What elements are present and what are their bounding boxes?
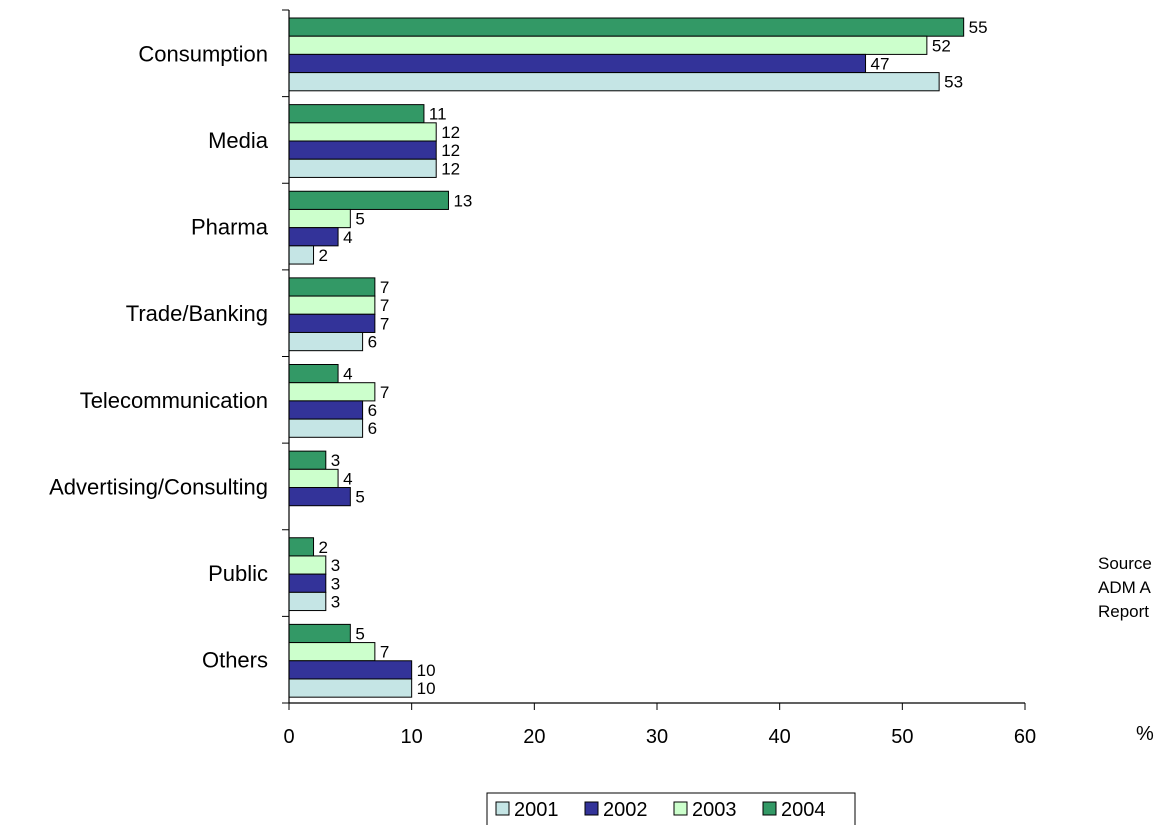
data-label: 10 <box>417 661 436 680</box>
bar-2003 <box>288 122 437 142</box>
bar-2004 <box>288 104 425 124</box>
bar-2001 <box>288 678 413 698</box>
data-label: 52 <box>932 36 951 55</box>
bar-2004 <box>288 190 449 210</box>
data-label: 4 <box>343 469 352 488</box>
data-label: 5 <box>355 624 364 643</box>
data-labels-layer: 5552475311121212135427776476634523335710… <box>319 18 988 698</box>
bar-2004 <box>288 623 351 644</box>
x-tick-label: 50 <box>891 726 913 748</box>
data-label: 12 <box>441 141 460 160</box>
legend-swatch-2001 <box>495 801 510 816</box>
bar-2003 <box>288 35 928 55</box>
category-label: Advertising/Consulting <box>49 474 268 499</box>
data-label: 3 <box>331 451 340 470</box>
data-label: 3 <box>331 556 340 575</box>
x-axis-unit-label: % <box>1136 723 1154 745</box>
category-label: Public <box>208 561 268 586</box>
legend-label: 2003 <box>692 799 737 821</box>
bar-2004 <box>288 277 376 297</box>
bar-2001 <box>288 418 364 438</box>
data-label: 47 <box>871 55 890 74</box>
bar-2003 <box>288 208 351 229</box>
data-label: 7 <box>380 278 389 297</box>
category-label: Telecommunication <box>80 388 268 413</box>
legend-box <box>486 792 856 825</box>
data-label: 12 <box>441 159 460 178</box>
data-label: 6 <box>368 333 377 352</box>
source-note-line: Source <box>1098 554 1152 573</box>
bar-2001 <box>288 72 940 92</box>
legend-label: 2001 <box>514 799 559 821</box>
data-label: 2 <box>319 538 328 557</box>
axes-layer: Consumption Media Pharma Trade/Banking Telec… <box>49 9 1036 748</box>
bar-2002 <box>288 400 364 420</box>
data-label: 7 <box>380 643 389 662</box>
data-label: 3 <box>331 574 340 593</box>
bar-2002 <box>288 313 376 333</box>
x-tick-label: 20 <box>523 726 545 748</box>
data-label: 5 <box>355 210 364 229</box>
bar-2004 <box>288 450 327 470</box>
bar-2002 <box>288 227 339 247</box>
bar-2004 <box>288 364 339 384</box>
data-label: 55 <box>969 18 988 37</box>
legend-swatch-2004 <box>762 801 777 816</box>
bar-2002 <box>288 660 413 680</box>
category-label: Others <box>202 648 268 673</box>
bar-2001 <box>288 331 364 352</box>
source-note-line: Report <box>1098 602 1150 621</box>
x-tick-label: 40 <box>769 726 791 748</box>
data-label: 13 <box>453 191 472 210</box>
legend-label: 2004 <box>781 799 826 821</box>
bar-2001 <box>288 158 437 178</box>
legend-swatch-2002 <box>584 801 599 816</box>
bar-2002 <box>288 140 437 160</box>
category-label: Media <box>208 128 269 153</box>
x-tick-label: 0 <box>283 726 294 748</box>
bar-2003 <box>288 555 327 575</box>
bar-2003 <box>288 295 376 315</box>
bar-2003 <box>288 468 339 489</box>
x-tick-label: 60 <box>1014 726 1036 748</box>
data-label: 4 <box>343 365 352 384</box>
bar-2004 <box>288 17 965 37</box>
data-label: 5 <box>355 488 364 507</box>
data-label: 2 <box>319 246 328 265</box>
category-label: Pharma <box>191 215 269 240</box>
bar-2001 <box>288 591 327 612</box>
data-label: 10 <box>417 679 436 698</box>
bar-2001 <box>288 245 315 265</box>
bar-2003 <box>288 642 376 662</box>
bars-layer <box>288 17 965 698</box>
legend: 2001 2002 2003 2004 <box>486 792 856 825</box>
data-label: 7 <box>380 296 389 315</box>
bar-2002 <box>288 53 867 74</box>
category-label: Trade/Banking <box>126 301 268 326</box>
bar-2002 <box>288 487 351 507</box>
data-label: 4 <box>343 228 352 247</box>
source-note: Source ADM A Report <box>1098 552 1152 624</box>
data-label: 53 <box>944 73 963 92</box>
x-tick-label: 10 <box>401 726 423 748</box>
bar-2002 <box>288 573 327 593</box>
legend-swatch-2003 <box>673 801 688 816</box>
x-tick-label: 30 <box>646 726 668 748</box>
data-label: 12 <box>441 123 460 142</box>
bar-2004 <box>288 537 315 557</box>
data-label: 6 <box>368 401 377 420</box>
data-label: 7 <box>380 314 389 333</box>
data-label: 6 <box>368 419 377 438</box>
source-note-line: ADM A <box>1098 578 1151 597</box>
data-label: 11 <box>429 105 447 124</box>
category-label: Consumption <box>138 41 268 66</box>
legend-label: 2002 <box>603 799 648 821</box>
data-label: 7 <box>380 383 389 402</box>
bar-2003 <box>288 382 376 402</box>
data-label: 3 <box>331 592 340 611</box>
